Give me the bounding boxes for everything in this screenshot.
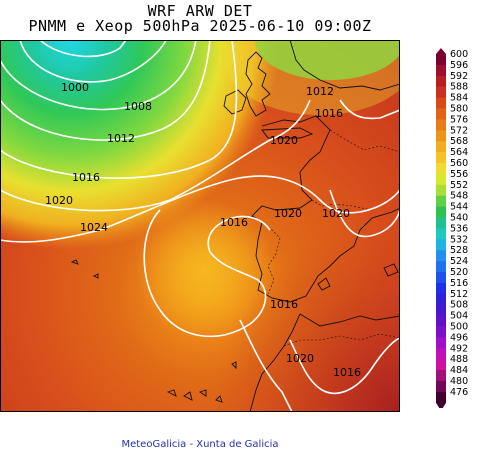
colorbar-cell [436, 250, 446, 262]
isobar-label: 1020 [322, 207, 350, 220]
colorbar-labels: 6005965925885845805765725685645605565525… [450, 49, 468, 398]
colorbar-label: 496 [450, 332, 468, 343]
colorbar-cell [436, 119, 446, 131]
colorbar-label: 532 [450, 234, 468, 245]
colorbar-label: 600 [450, 49, 468, 60]
isobar-label: 1012 [306, 85, 334, 98]
colorbar-cell [436, 348, 446, 360]
colorbar-top-arrow [436, 48, 446, 54]
colorbar-cell [436, 206, 446, 218]
isobar-label: 1016 [270, 298, 298, 311]
colorbar-cell [436, 86, 446, 98]
colorbar-cell [436, 184, 446, 197]
isobars [0, 40, 400, 412]
chart-subtitle: PNMM e Xeop 500hPa 2025-06-10 09:00Z [28, 17, 372, 35]
isobar-label: 1012 [107, 132, 135, 145]
colorbar-label: 580 [450, 104, 468, 115]
colorbar-cell [436, 239, 446, 251]
colorbar-label: 528 [450, 245, 468, 256]
colorbar-cell [436, 261, 446, 273]
map-frame [0, 40, 400, 412]
colorbar-cell [436, 152, 446, 164]
isobar-label: 1020 [270, 134, 298, 147]
colorbar-label: 552 [450, 180, 468, 191]
isobar-label: 1008 [124, 100, 152, 113]
colorbar-cell [436, 315, 446, 327]
colorbar-cell [436, 173, 446, 186]
colorbar-bottom-arrow [436, 402, 446, 408]
isobar-label: 1020 [45, 194, 73, 207]
colorbar-cell [436, 370, 446, 382]
colorbar-cell [436, 108, 446, 120]
colorbar-cell [436, 359, 446, 371]
colorbar-label: 576 [450, 114, 468, 125]
colorbar-label: 584 [450, 93, 468, 104]
isobar-label: 1020 [286, 352, 314, 365]
colorbar: 6005965925885845805765725685645605565525… [436, 48, 468, 408]
colorbar-label: 544 [450, 202, 468, 213]
isobar-label: 1020 [274, 207, 302, 220]
colorbar-label: 572 [450, 125, 468, 136]
colorbar-label: 564 [450, 147, 468, 158]
colorbar-cell [436, 75, 446, 88]
colorbar-cell [436, 217, 446, 229]
isobar-label: 1000 [61, 81, 89, 94]
isobar-label: 1024 [80, 221, 108, 234]
isobar-label: 1016 [315, 107, 343, 120]
colorbar-label: 508 [450, 300, 468, 311]
colorbar-label: 560 [450, 158, 468, 169]
colorbar-label: 548 [450, 191, 468, 202]
colorbar-label: 592 [450, 71, 468, 82]
colorbar-label: 516 [450, 278, 468, 289]
colorbar-cell [436, 272, 446, 284]
colorbar-label: 492 [450, 343, 468, 354]
colorbar-label: 520 [450, 267, 468, 278]
isobar-label: 1016 [72, 171, 100, 184]
colorbar-cell [436, 293, 446, 306]
colorbar-label: 596 [450, 60, 468, 71]
colorbar-cell [436, 195, 446, 207]
north-east-green-lobe [255, 40, 400, 80]
colorbar-cell [436, 130, 446, 142]
colorbar-label: 500 [450, 322, 468, 333]
pressure-geopotential-map: 1000 1008 1012 1016 1020 1024 1012 1016 … [0, 40, 400, 412]
colorbar-label: 556 [450, 169, 468, 180]
footer-credit: MeteoGalicia - Xunta de Galicia [121, 439, 279, 450]
colorbar-cell [436, 304, 446, 316]
colorbar-cell [436, 64, 446, 77]
colorbar-label: 524 [450, 256, 468, 267]
colorbar-label: 540 [450, 213, 468, 224]
colorbar-label: 504 [450, 311, 468, 322]
colorbar-cell [436, 381, 446, 393]
colorbar-label: 484 [450, 365, 468, 376]
isobar-label: 1016 [220, 216, 248, 229]
colorbar-label: 568 [450, 136, 468, 147]
colorbar-cell [436, 391, 446, 404]
colorbar-cell [436, 97, 446, 109]
colorbar-label: 536 [450, 223, 468, 234]
colorbar-cell [436, 54, 446, 66]
colorbar-label: 488 [450, 354, 468, 365]
colorbar-cell [436, 228, 446, 240]
colorbar-label: 480 [450, 376, 468, 387]
colorbar-label: 512 [450, 289, 468, 300]
colorbar-cell [436, 337, 446, 349]
isobar-label: 1016 [333, 366, 361, 379]
colorbar-label: 476 [450, 387, 468, 398]
colorbar-cell [436, 163, 446, 175]
subtropical-high-field [0, 40, 400, 412]
colorbar-label: 588 [450, 82, 468, 93]
colorbar-cell [436, 282, 446, 295]
north-east-yellow-lobe [225, 40, 400, 115]
colorbar-cells [436, 48, 446, 408]
colorbar-cell [436, 141, 446, 153]
country-borders [261, 129, 400, 347]
colorbar-cell [436, 326, 446, 338]
chart-title: WRF ARW DET [147, 2, 253, 20]
